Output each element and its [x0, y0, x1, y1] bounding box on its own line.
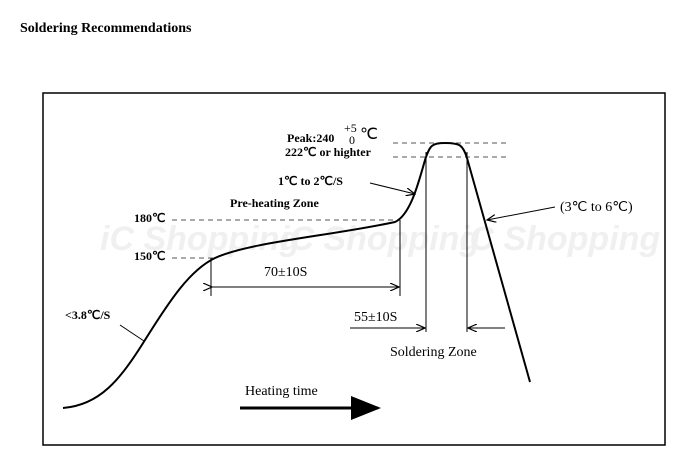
- svg-text:iC Shopping: iC Shopping: [280, 220, 480, 258]
- diagram-frame: [42, 92, 666, 446]
- preheat-time-label: 70±10S: [264, 265, 308, 280]
- solder-time-label: 55±10S: [354, 310, 398, 325]
- preheat-zone-label: Pre-heating Zone: [230, 196, 319, 210]
- temperature-curve: [62, 141, 531, 409]
- peak-label: Peak:240: [287, 131, 335, 145]
- liquidus-label: 222℃ or highter: [285, 145, 371, 159]
- solder-zone-label: Soldering Zone: [390, 345, 477, 360]
- peak-tol-plus: +5: [344, 121, 357, 135]
- page-title: Soldering Recommendations: [20, 21, 192, 36]
- svg-text:iC Shopping: iC Shopping: [100, 220, 300, 258]
- peak-unit: ℃: [360, 126, 378, 143]
- cool-down-label: (3℃ to 6℃): [560, 200, 633, 215]
- peak-tol-zero: 0: [349, 133, 355, 147]
- initial-ramp-label: <3.8℃/S: [65, 308, 111, 322]
- t180-label: 180℃: [134, 211, 166, 225]
- heating-time-label: Heating time: [245, 384, 318, 399]
- ramp-up-label: 1℃ to 2℃/S: [278, 174, 343, 188]
- t150-label: 150℃: [134, 249, 166, 263]
